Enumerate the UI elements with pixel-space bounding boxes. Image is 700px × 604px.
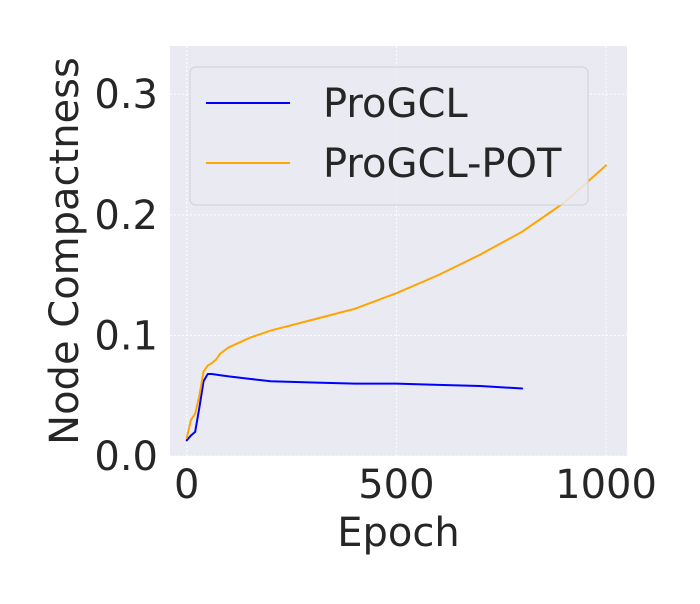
y-tick-label: 0.3 — [94, 72, 158, 118]
x-tick-label: 0 — [174, 462, 199, 508]
x-axis-label: Epoch — [337, 510, 459, 556]
y-axis-label: Node Compactness — [42, 57, 88, 445]
series-line-progcl — [185, 373, 524, 442]
axes: 0 500 1000 0.0 0.1 0.2 0.3 — [94, 72, 657, 508]
legend-box — [189, 66, 589, 206]
legend-label: ProGCL-POT — [323, 141, 562, 187]
x-tick-label: 500 — [358, 462, 434, 508]
y-tick-label: 0.0 — [94, 434, 158, 480]
legend: ProGCL ProGCL-POT — [189, 66, 589, 206]
series-lines — [185, 164, 608, 442]
y-tick-label: 0.2 — [94, 193, 158, 239]
series-line-progcl-pot — [185, 164, 608, 439]
y-tick-label: 0.1 — [94, 313, 158, 359]
legend-label: ProGCL — [323, 81, 468, 127]
x-tick-label: 1000 — [555, 462, 657, 508]
